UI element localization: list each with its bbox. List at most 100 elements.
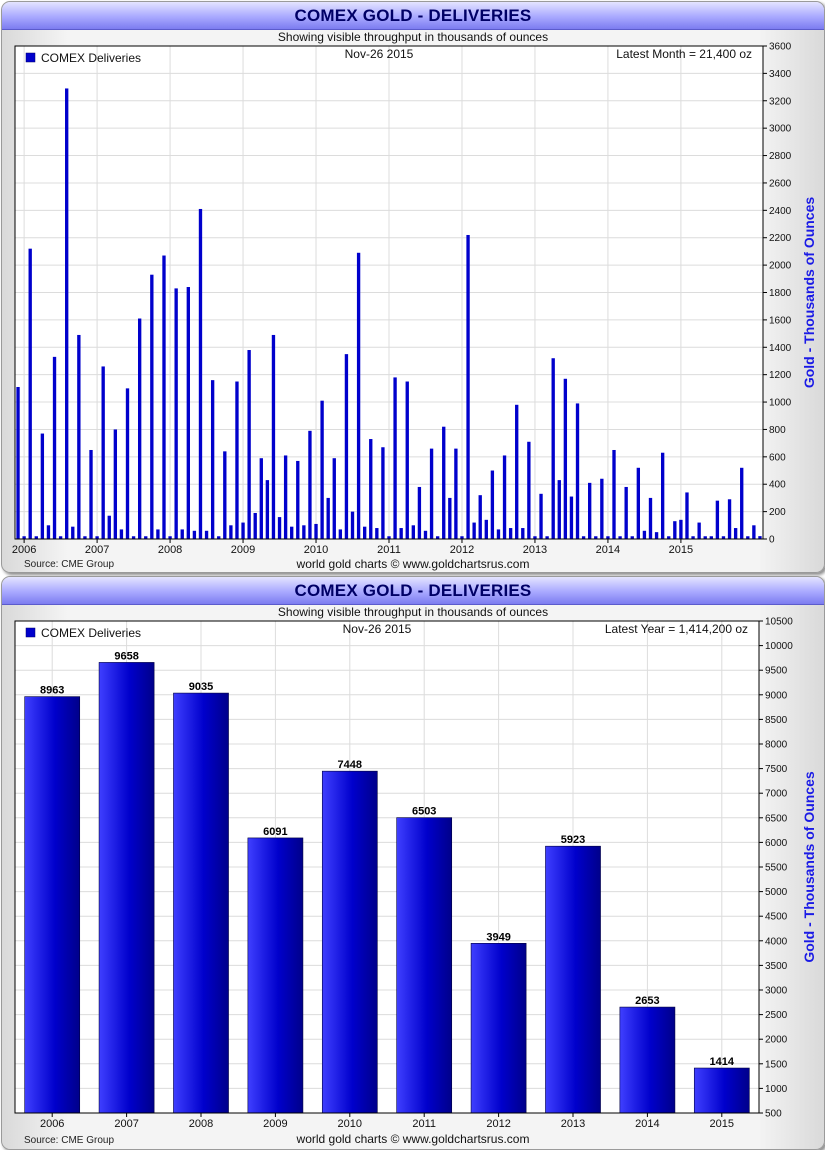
monthly-bar <box>296 460 300 539</box>
monthly-bar <box>697 522 701 539</box>
monthly-bar <box>660 452 665 539</box>
monthly-bar <box>156 529 160 539</box>
y-tick-label: 2800 <box>769 151 792 162</box>
monthly-bar <box>667 536 671 539</box>
yearly-bar <box>173 692 229 1114</box>
y-tick-label: 1000 <box>765 1084 788 1095</box>
monthly-bar <box>65 88 69 540</box>
monthly-bar <box>381 447 385 539</box>
monthly-bar <box>125 388 130 539</box>
monthly-bar <box>490 470 495 539</box>
y-tick-label: 0 <box>769 535 775 546</box>
monthly-bar <box>606 536 610 539</box>
legend-swatch <box>25 52 36 63</box>
monthly-bar <box>162 255 166 539</box>
data-label: 3949 <box>486 931 510 943</box>
monthly-bar <box>350 511 355 539</box>
monthly-bar <box>612 449 616 539</box>
monthly-bar <box>654 532 659 539</box>
monthly-bar <box>186 287 190 539</box>
monthly-bar <box>375 528 379 539</box>
y-tick-label: 4000 <box>765 936 788 947</box>
monthly-bar <box>721 536 726 539</box>
monthly-bar <box>508 528 513 539</box>
latest-value-label: Latest Month = 21,400 oz <box>616 47 752 61</box>
monthly-bar <box>581 536 586 539</box>
credit-label: world gold charts © www.goldchartsrus.co… <box>296 557 530 571</box>
monthly-bar <box>496 529 501 539</box>
monthly-bar <box>338 529 343 539</box>
monthly-bar <box>545 536 549 539</box>
yearly-bar <box>470 943 527 1114</box>
plot-border <box>14 620 760 1114</box>
latest-value-label: Latest Year = 1,414,200 oz <box>605 622 748 636</box>
yearly-bar <box>247 837 304 1114</box>
data-label: 7448 <box>338 759 362 771</box>
monthly-bar <box>107 515 111 539</box>
chart-subtitle: Showing visible throughput in thousands … <box>277 605 549 619</box>
y-axis-label: Gold - Thousands of Ounces <box>801 771 817 963</box>
plot-border <box>14 45 764 540</box>
x-tick-label: 2007 <box>114 1118 138 1130</box>
y-tick-label: 2600 <box>769 178 792 189</box>
monthly-bar <box>393 377 397 539</box>
y-tick-label: 10000 <box>765 641 793 652</box>
monthly-bar <box>636 467 641 539</box>
monthly-bar <box>685 492 689 539</box>
chart-title: COMEX GOLD - DELIVERIES <box>294 581 532 600</box>
monthly-bar <box>563 378 568 539</box>
data-label: 1414 <box>710 1056 735 1068</box>
y-tick-label: 3600 <box>769 42 792 53</box>
monthly-bar <box>40 433 45 539</box>
y-tick-label: 3500 <box>765 961 788 972</box>
chart-title: COMEX GOLD - DELIVERIES <box>294 6 532 25</box>
monthly-bar <box>484 519 488 539</box>
monthly-bar <box>423 530 428 539</box>
y-tick-label: 9000 <box>765 690 788 701</box>
monthly-bar <box>277 517 282 539</box>
legend-label: COMEX Deliveries <box>41 51 141 65</box>
monthly-bar <box>247 350 251 539</box>
y-tick-label: 2000 <box>765 1035 788 1046</box>
monthly-bar <box>630 536 634 539</box>
monthly-bar <box>502 455 507 539</box>
yearly-bar <box>693 1067 750 1114</box>
x-tick-label: 2006 <box>12 544 36 556</box>
x-tick-label: 2006 <box>40 1118 64 1130</box>
source-label: Source: CME Group <box>24 1135 115 1146</box>
x-tick-label: 2014 <box>635 1118 659 1130</box>
y-tick-label: 600 <box>769 452 786 463</box>
monthly-bar <box>624 486 628 539</box>
yearly-bar-chart: 500 1000 1500 2000 2500 3000 3500 4000 4500 5000 5… <box>14 617 817 1130</box>
y-tick-label: 1400 <box>769 343 792 354</box>
monthly-bar <box>58 536 63 539</box>
monthly-bar <box>77 334 81 539</box>
monthly-bar <box>235 381 239 539</box>
monthly-bar <box>478 495 482 539</box>
y-tick-label: 1000 <box>769 398 792 409</box>
monthly-bar <box>435 536 440 539</box>
monthly-bar <box>691 536 695 539</box>
monthly-bar <box>454 448 458 539</box>
monthly-bar <box>521 528 525 539</box>
chart-subtitle: Showing visible throughput in thousands … <box>277 30 549 44</box>
monthly-bar <box>241 522 245 539</box>
monthly-bar <box>314 523 318 539</box>
monthly-bar <box>168 536 172 539</box>
monthly-bar <box>253 512 257 539</box>
monthly-bar <box>89 449 93 539</box>
x-tick-label: 2008 <box>158 544 182 556</box>
x-tick-label: 2009 <box>231 544 255 556</box>
monthly-bar <box>71 526 75 539</box>
monthly-bar <box>429 448 434 539</box>
y-tick-label: 7500 <box>765 764 788 775</box>
monthly-bar <box>679 519 683 539</box>
source-label: Source: CME Group <box>24 559 115 570</box>
y-tick-label: 200 <box>769 507 786 518</box>
monthly-bar <box>119 529 124 539</box>
x-tick-label: 2011 <box>377 544 401 556</box>
x-tick-label: 2012 <box>450 544 474 556</box>
yearly-chart-panel: COMEX GOLD - DELIVERIES Showing visible … <box>1 576 825 1150</box>
monthly-bar <box>22 536 26 539</box>
monthly-bar <box>600 478 604 539</box>
